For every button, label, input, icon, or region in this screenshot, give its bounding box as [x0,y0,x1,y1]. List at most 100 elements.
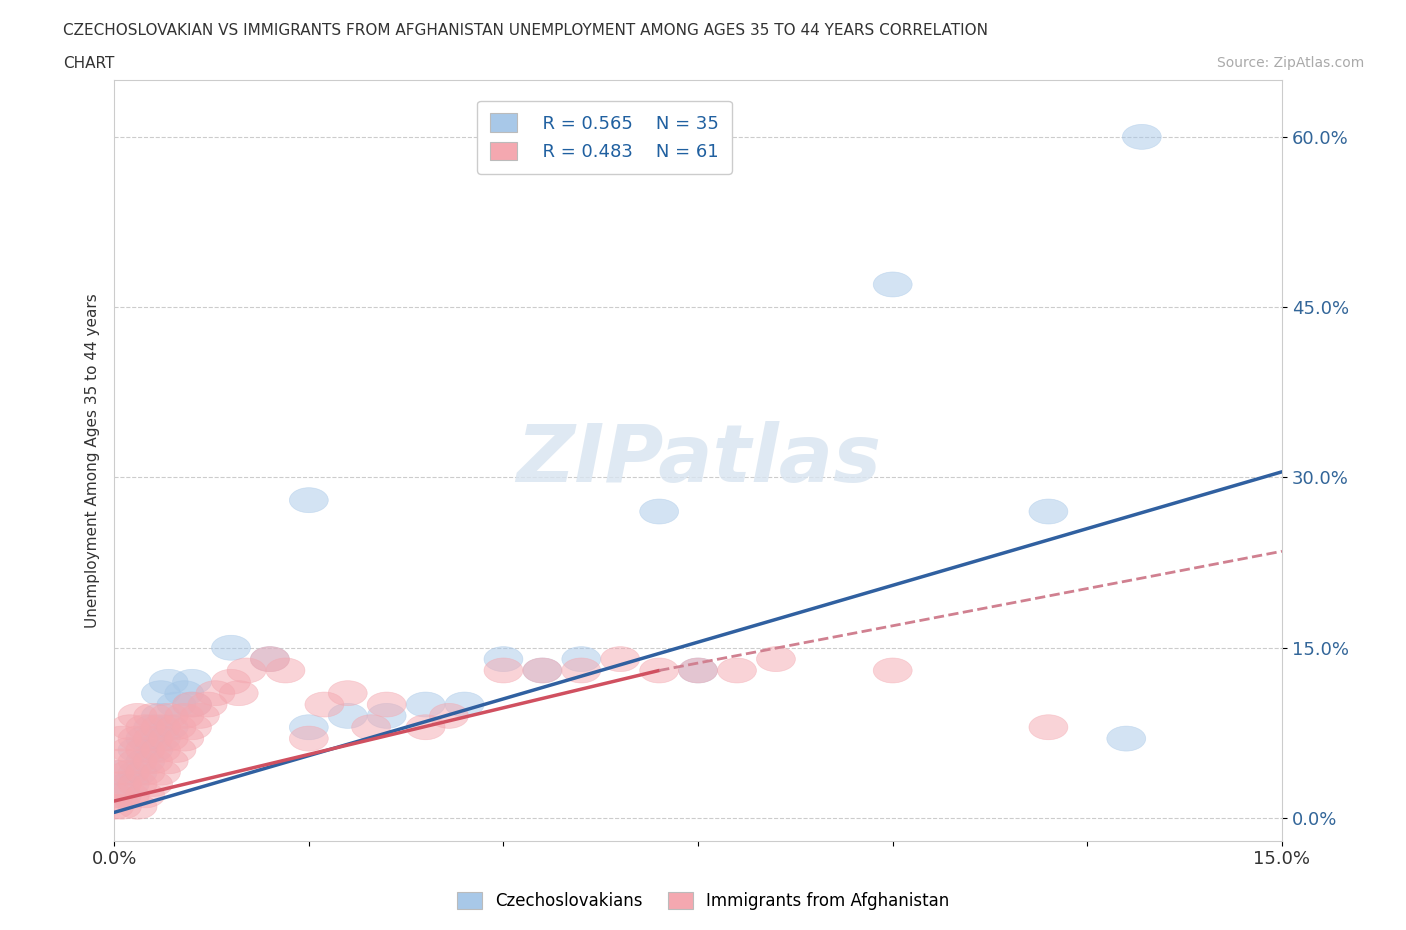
Ellipse shape [180,703,219,728]
Ellipse shape [352,715,391,739]
Ellipse shape [103,772,142,796]
Ellipse shape [211,670,250,695]
Ellipse shape [110,783,149,808]
Ellipse shape [103,760,142,785]
Ellipse shape [118,726,157,751]
Ellipse shape [873,658,912,683]
Ellipse shape [142,703,180,728]
Ellipse shape [1107,726,1146,751]
Ellipse shape [134,737,173,763]
Ellipse shape [328,681,367,706]
Ellipse shape [110,737,149,763]
Ellipse shape [118,737,157,763]
Ellipse shape [142,681,180,706]
Ellipse shape [328,703,367,728]
Ellipse shape [188,692,228,717]
Ellipse shape [290,487,328,512]
Text: CZECHOSLOVAKIAN VS IMMIGRANTS FROM AFGHANISTAN UNEMPLOYMENT AMONG AGES 35 TO 44 : CZECHOSLOVAKIAN VS IMMIGRANTS FROM AFGHA… [63,23,988,38]
Ellipse shape [149,715,188,739]
Ellipse shape [127,749,165,774]
Y-axis label: Unemployment Among Ages 35 to 44 years: Unemployment Among Ages 35 to 44 years [86,293,100,628]
Ellipse shape [446,692,484,717]
Ellipse shape [367,692,406,717]
Text: CHART: CHART [63,56,115,71]
Ellipse shape [679,658,717,683]
Ellipse shape [195,681,235,706]
Ellipse shape [562,658,600,683]
Ellipse shape [142,737,180,763]
Ellipse shape [165,703,204,728]
Ellipse shape [1029,499,1069,524]
Ellipse shape [149,726,188,751]
Ellipse shape [157,737,195,763]
Ellipse shape [149,749,188,774]
Ellipse shape [127,783,165,808]
Ellipse shape [118,794,157,819]
Ellipse shape [173,670,211,695]
Ellipse shape [142,726,180,751]
Ellipse shape [219,681,259,706]
Ellipse shape [523,658,562,683]
Text: Source: ZipAtlas.com: Source: ZipAtlas.com [1216,56,1364,70]
Ellipse shape [127,760,165,785]
Ellipse shape [165,681,204,706]
Ellipse shape [149,703,188,728]
Ellipse shape [134,715,173,739]
Ellipse shape [640,658,679,683]
Ellipse shape [118,749,157,774]
Ellipse shape [142,760,180,785]
Ellipse shape [94,760,134,785]
Ellipse shape [103,726,142,751]
Ellipse shape [127,715,165,739]
Ellipse shape [165,726,204,751]
Ellipse shape [110,772,149,796]
Legend:   R = 0.565    N = 35,   R = 0.483    N = 61: R = 0.565 N = 35, R = 0.483 N = 61 [477,100,733,174]
Ellipse shape [110,715,149,739]
Ellipse shape [118,703,157,728]
Ellipse shape [173,692,211,717]
Ellipse shape [406,692,446,717]
Ellipse shape [1122,125,1161,150]
Ellipse shape [157,715,195,739]
Ellipse shape [679,658,717,683]
Ellipse shape [134,726,173,751]
Ellipse shape [266,658,305,683]
Ellipse shape [523,658,562,683]
Ellipse shape [149,670,188,695]
Ellipse shape [211,635,250,660]
Ellipse shape [134,703,173,728]
Ellipse shape [228,658,266,683]
Ellipse shape [562,646,600,671]
Ellipse shape [290,715,328,739]
Ellipse shape [103,794,142,819]
Ellipse shape [134,772,173,796]
Ellipse shape [173,715,211,739]
Ellipse shape [717,658,756,683]
Ellipse shape [103,749,142,774]
Ellipse shape [157,692,195,717]
Ellipse shape [94,783,134,808]
Ellipse shape [305,692,344,717]
Ellipse shape [600,646,640,671]
Text: ZIPatlas: ZIPatlas [516,421,880,499]
Ellipse shape [1029,715,1069,739]
Ellipse shape [367,703,406,728]
Ellipse shape [127,737,165,763]
Ellipse shape [250,646,290,671]
Ellipse shape [94,794,134,819]
Ellipse shape [103,783,142,808]
Ellipse shape [118,772,157,796]
Ellipse shape [640,499,679,524]
Ellipse shape [110,760,149,785]
Legend: Czechoslovakians, Immigrants from Afghanistan: Czechoslovakians, Immigrants from Afghan… [450,885,956,917]
Ellipse shape [406,715,446,739]
Ellipse shape [127,726,165,751]
Ellipse shape [484,658,523,683]
Ellipse shape [118,760,157,785]
Ellipse shape [173,692,211,717]
Ellipse shape [250,646,290,671]
Ellipse shape [290,726,328,751]
Ellipse shape [756,646,796,671]
Ellipse shape [873,272,912,297]
Ellipse shape [484,646,523,671]
